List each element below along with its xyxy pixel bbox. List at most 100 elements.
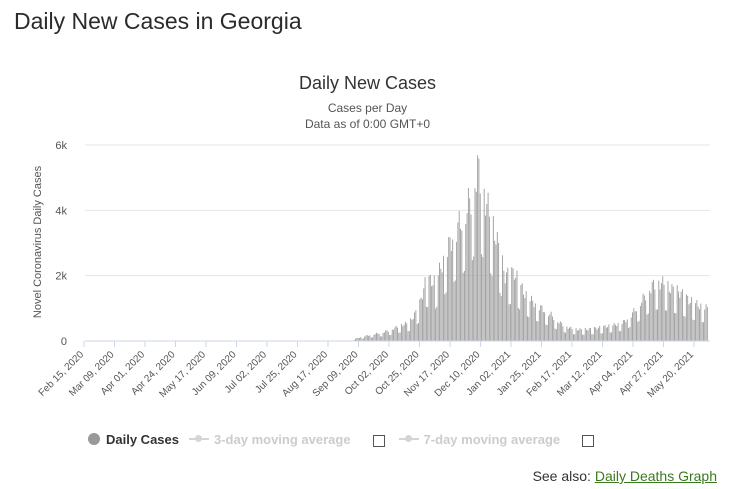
bar[interactable] (626, 319, 628, 341)
bar[interactable] (538, 310, 540, 341)
bar[interactable] (432, 285, 434, 341)
bar[interactable] (382, 332, 384, 341)
bar[interactable] (395, 325, 397, 341)
bar[interactable] (700, 303, 702, 341)
bar[interactable] (659, 289, 661, 341)
bar[interactable] (437, 275, 439, 341)
bar[interactable] (674, 313, 676, 341)
bar[interactable] (643, 295, 645, 341)
bar[interactable] (469, 198, 471, 341)
bar[interactable] (672, 286, 674, 341)
bar[interactable] (453, 281, 455, 341)
bar[interactable] (353, 339, 355, 341)
bar[interactable] (465, 223, 467, 341)
bar[interactable] (642, 293, 644, 341)
bar[interactable] (676, 285, 678, 341)
bar[interactable] (620, 330, 622, 341)
bar[interactable] (670, 293, 672, 341)
bar[interactable] (588, 328, 590, 341)
bar[interactable] (545, 324, 547, 341)
bar[interactable] (357, 337, 359, 341)
bar[interactable] (462, 272, 464, 341)
bar[interactable] (525, 291, 527, 341)
bar[interactable] (519, 309, 521, 341)
bar[interactable] (411, 319, 413, 341)
bar[interactable] (452, 239, 454, 341)
bar[interactable] (408, 330, 410, 341)
bar[interactable] (638, 320, 640, 341)
bar[interactable] (561, 322, 563, 341)
bar[interactable] (696, 300, 698, 341)
bar[interactable] (495, 244, 497, 341)
bar[interactable] (579, 328, 581, 341)
bar[interactable] (554, 328, 556, 341)
bar[interactable] (562, 326, 564, 341)
bar[interactable] (507, 267, 509, 341)
bar[interactable] (356, 337, 358, 341)
bar[interactable] (415, 310, 417, 341)
bar[interactable] (460, 228, 461, 341)
bar[interactable] (369, 335, 371, 341)
bar[interactable] (428, 275, 430, 341)
bar[interactable] (458, 210, 460, 341)
bar[interactable] (660, 283, 662, 341)
bar[interactable] (398, 332, 400, 341)
bar[interactable] (691, 297, 693, 341)
bar[interactable] (616, 326, 618, 341)
bar[interactable] (636, 311, 637, 341)
bar[interactable] (680, 291, 682, 341)
bar[interactable] (421, 299, 423, 341)
bar[interactable] (414, 312, 416, 341)
bar[interactable] (611, 332, 612, 341)
bar[interactable] (701, 322, 703, 341)
bar[interactable] (372, 337, 374, 341)
bar[interactable] (654, 289, 656, 341)
bar[interactable] (559, 321, 561, 341)
bar[interactable] (695, 303, 697, 341)
bar[interactable] (533, 307, 535, 341)
bar[interactable] (494, 240, 496, 341)
bar[interactable] (671, 284, 673, 341)
bar[interactable] (420, 297, 422, 341)
bar[interactable] (448, 237, 450, 341)
bar[interactable] (649, 290, 651, 341)
bar[interactable] (537, 321, 539, 341)
bar[interactable] (615, 324, 616, 341)
bar[interactable] (604, 325, 606, 341)
bar[interactable] (521, 283, 523, 341)
bar[interactable] (596, 329, 598, 341)
bar[interactable] (390, 334, 392, 341)
bar[interactable] (423, 288, 425, 341)
bar[interactable] (433, 275, 435, 341)
bar[interactable] (503, 270, 505, 341)
bar[interactable] (410, 318, 412, 341)
bar[interactable] (393, 330, 395, 341)
bar[interactable] (655, 309, 657, 341)
bar[interactable] (365, 335, 367, 341)
bar[interactable] (625, 322, 627, 341)
bar[interactable] (399, 332, 401, 341)
bar[interactable] (621, 324, 623, 341)
bar[interactable] (506, 272, 507, 341)
bar[interactable] (374, 333, 376, 341)
bar[interactable] (663, 285, 665, 341)
bar[interactable] (492, 216, 494, 341)
bar[interactable] (466, 213, 468, 341)
bar[interactable] (567, 328, 569, 341)
bar[interactable] (387, 331, 389, 341)
bar[interactable] (440, 268, 442, 341)
bar[interactable] (583, 334, 585, 341)
bar[interactable] (608, 324, 610, 341)
bar[interactable] (402, 326, 404, 341)
bar[interactable] (364, 336, 366, 341)
bar[interactable] (657, 309, 658, 341)
bar[interactable] (449, 237, 451, 341)
bar[interactable] (403, 324, 405, 341)
bar[interactable] (516, 270, 518, 341)
bar[interactable] (416, 324, 418, 341)
bar[interactable] (524, 298, 526, 341)
bar[interactable] (481, 254, 482, 341)
bar[interactable] (523, 294, 525, 341)
bar[interactable] (418, 323, 419, 341)
bar[interactable] (593, 326, 595, 341)
